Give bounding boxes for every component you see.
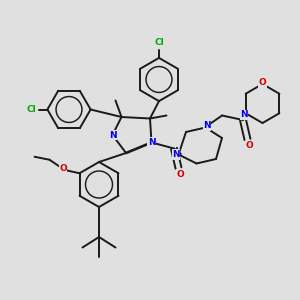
Text: O: O xyxy=(59,164,67,173)
Text: N: N xyxy=(172,150,180,159)
Text: Cl: Cl xyxy=(27,105,37,114)
Text: N: N xyxy=(203,122,211,130)
Text: O: O xyxy=(245,141,253,150)
Text: O: O xyxy=(259,78,266,87)
Text: Cl: Cl xyxy=(154,38,164,47)
Text: N: N xyxy=(240,110,248,119)
Text: N: N xyxy=(109,130,116,140)
Text: O: O xyxy=(176,169,184,178)
Text: N: N xyxy=(148,138,155,147)
